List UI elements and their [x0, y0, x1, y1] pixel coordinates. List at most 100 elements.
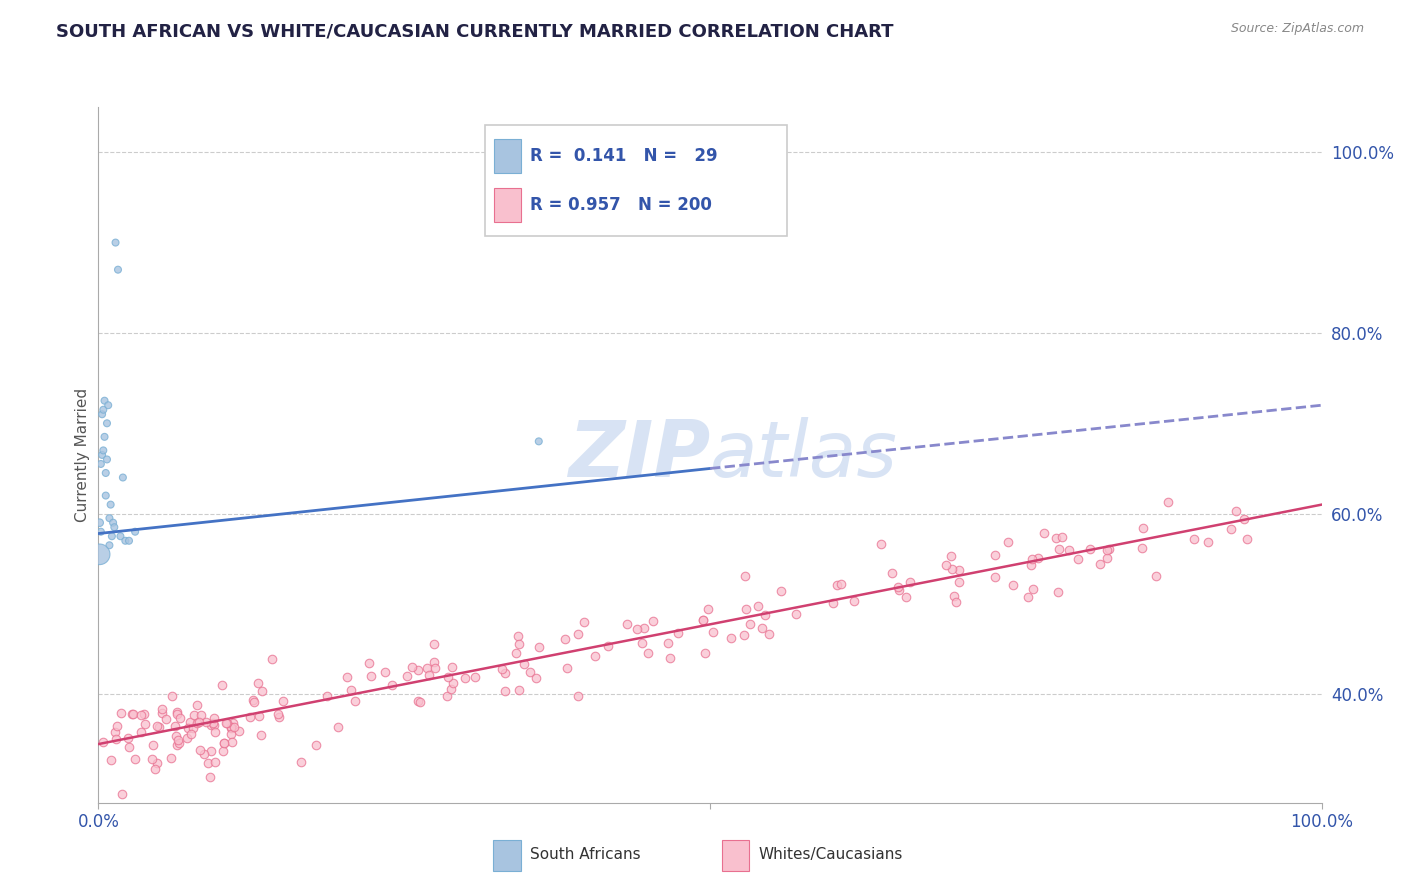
- Point: [107, 262, 129, 277]
- Point: [111, 470, 134, 484]
- Point: [94, 466, 117, 480]
- Point: [374, 665, 396, 680]
- Point: [418, 668, 440, 682]
- Point: [1098, 542, 1121, 557]
- Point: [567, 689, 589, 703]
- Point: [821, 596, 844, 610]
- Point: [572, 615, 595, 629]
- Point: [202, 717, 225, 731]
- Point: [252, 684, 274, 698]
- Point: [641, 614, 664, 628]
- Point: [1232, 512, 1254, 526]
- Point: [221, 735, 243, 749]
- Point: [165, 719, 187, 733]
- Point: [408, 664, 430, 678]
- Point: [202, 711, 225, 725]
- Point: [250, 728, 273, 742]
- Point: [143, 762, 166, 776]
- Point: [221, 721, 243, 735]
- Point: [91, 402, 114, 417]
- Point: [111, 787, 134, 801]
- Point: [91, 407, 114, 421]
- Point: [524, 671, 547, 685]
- Point: [870, 537, 893, 551]
- Point: [101, 529, 124, 543]
- Point: [359, 656, 381, 670]
- Bar: [494, 188, 522, 222]
- Point: [100, 753, 122, 767]
- Point: [117, 731, 139, 745]
- Text: South Africans: South Africans: [530, 847, 640, 862]
- Text: Whites/Caucasians: Whites/Caucasians: [759, 847, 903, 862]
- Point: [733, 628, 755, 642]
- Point: [396, 668, 419, 682]
- Point: [91, 735, 114, 749]
- Point: [90, 524, 112, 539]
- Point: [176, 721, 198, 735]
- Point: [179, 715, 201, 730]
- Point: [104, 724, 127, 739]
- Point: [1157, 495, 1180, 509]
- Point: [508, 628, 530, 642]
- Point: [512, 657, 534, 671]
- Point: [406, 694, 429, 708]
- Point: [132, 707, 155, 722]
- Point: [117, 739, 139, 754]
- Point: [160, 690, 183, 704]
- Point: [751, 622, 773, 636]
- Point: [505, 646, 527, 660]
- Point: [554, 632, 576, 646]
- Point: [93, 393, 115, 408]
- Point: [1047, 541, 1070, 556]
- Point: [637, 646, 659, 660]
- Point: [215, 716, 238, 731]
- Point: [360, 668, 382, 682]
- Point: [183, 707, 205, 722]
- Point: [1144, 569, 1167, 583]
- Point: [598, 639, 620, 653]
- Point: [181, 722, 204, 736]
- Point: [494, 683, 516, 698]
- Point: [948, 563, 970, 577]
- Point: [747, 599, 769, 614]
- Point: [186, 698, 208, 712]
- Point: [1050, 530, 1073, 544]
- Point: [146, 756, 169, 770]
- Point: [1045, 531, 1067, 545]
- Point: [134, 716, 156, 731]
- Point: [200, 718, 222, 732]
- Point: [100, 498, 122, 512]
- Point: [129, 725, 152, 739]
- Point: [942, 589, 965, 603]
- Point: [693, 646, 716, 660]
- Point: [336, 670, 359, 684]
- Point: [626, 622, 648, 636]
- Point: [91, 443, 114, 458]
- Bar: [494, 139, 522, 173]
- Point: [945, 594, 967, 608]
- Point: [104, 235, 127, 250]
- Point: [464, 670, 486, 684]
- Point: [110, 706, 132, 720]
- Point: [939, 549, 962, 563]
- Point: [1132, 521, 1154, 535]
- Point: [1021, 558, 1043, 573]
- Point: [204, 755, 226, 769]
- Point: [441, 659, 464, 673]
- Point: [200, 744, 222, 758]
- Point: [1225, 504, 1247, 518]
- Point: [167, 736, 190, 750]
- Point: [114, 533, 136, 548]
- Point: [271, 694, 294, 708]
- Bar: [492, 839, 520, 871]
- Point: [770, 583, 793, 598]
- Point: [267, 706, 290, 721]
- Point: [89, 516, 111, 530]
- Point: [110, 529, 132, 543]
- Point: [94, 489, 117, 503]
- Point: [735, 602, 758, 616]
- Point: [567, 626, 589, 640]
- Point: [616, 617, 638, 632]
- Point: [142, 738, 165, 752]
- Point: [416, 661, 439, 675]
